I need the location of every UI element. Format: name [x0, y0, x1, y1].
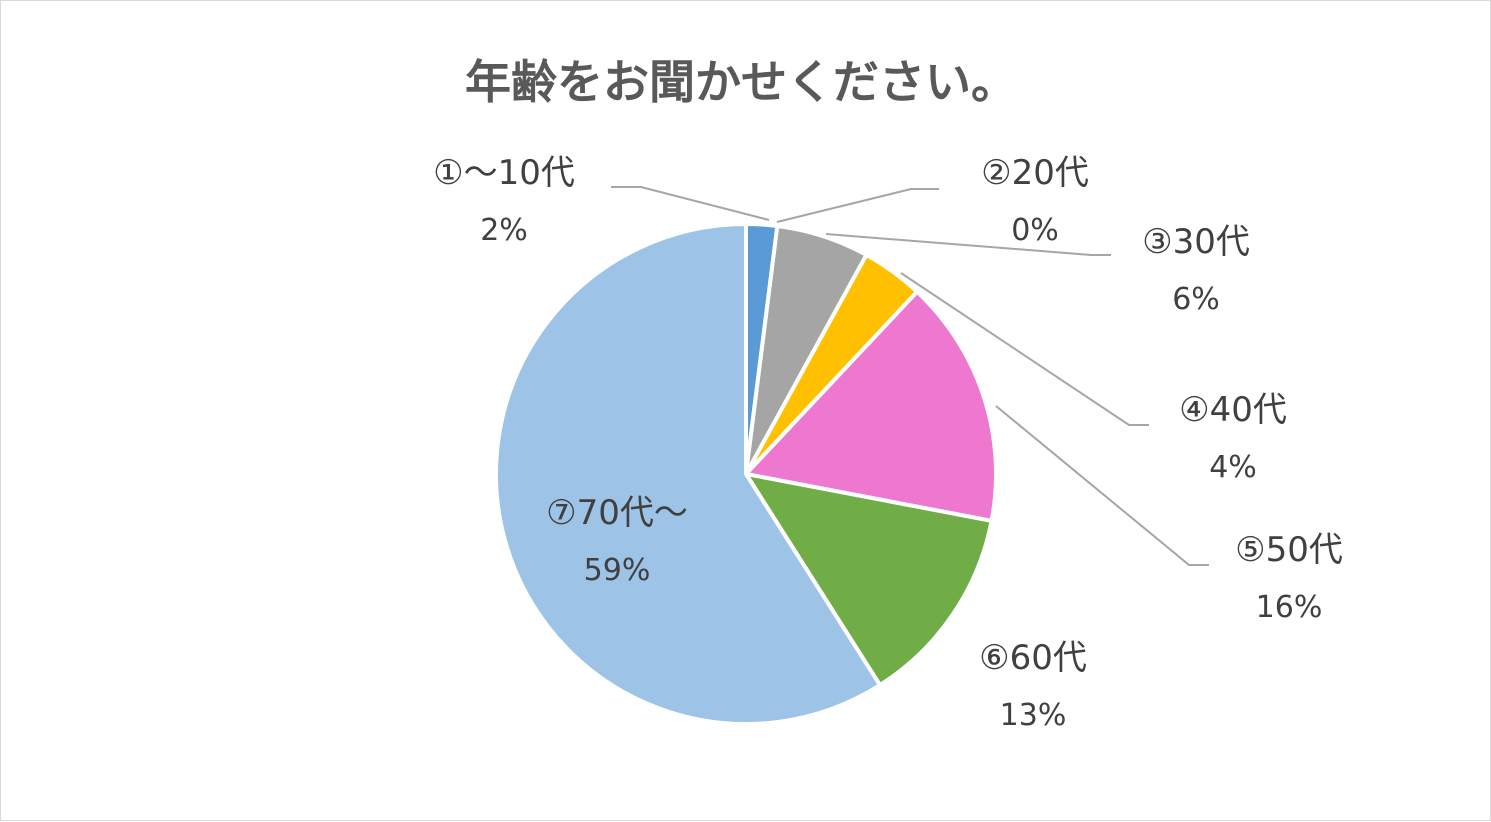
slice-7-percent-label: 59% — [584, 553, 651, 588]
slice-4-percent-label: 4% — [1209, 450, 1257, 485]
slice-2-percent-label: 0% — [1011, 213, 1059, 248]
slice-7-label: ⑦70代～ — [546, 493, 688, 533]
leader-lines — [611, 186, 1209, 566]
slice-4-label: ④40代 — [1179, 390, 1287, 430]
pie-slice-5 — [742, 288, 998, 524]
slice-6-percent-label: 13% — [1000, 698, 1067, 733]
slice-1-label: ①～10代 — [433, 153, 575, 193]
pie-slice-7 — [494, 221, 883, 726]
data-labels: ①～10代 2% ②20代 0% ③30代 6% ④40代 4% ⑤50代 16% ⑥60代 13% ⑦… — [433, 153, 1343, 733]
slice-3-leader-line — [825, 233, 1111, 256]
slice-3-label: ③30代 — [1142, 222, 1250, 262]
chart-title: 年齢をお聞かせください。 — [465, 55, 1017, 109]
slice-2-label: ②20代 — [981, 153, 1089, 193]
slice-4-leader-line — [900, 272, 1149, 426]
pie-slices — [494, 221, 998, 726]
pie-slice-6 — [741, 471, 994, 688]
slice-3-percent-label: 6% — [1172, 282, 1220, 317]
slice-5-leader-line — [995, 405, 1209, 566]
slice-1-percent-label: 2% — [480, 213, 528, 248]
slice-1-leader-line — [611, 186, 770, 221]
slice-6-label: ⑥60代 — [979, 638, 1087, 678]
slice-2-leader-line — [776, 188, 939, 223]
slice-5-label: ⑤50代 — [1235, 530, 1343, 570]
slice-5-percent-label: 16% — [1256, 590, 1323, 625]
